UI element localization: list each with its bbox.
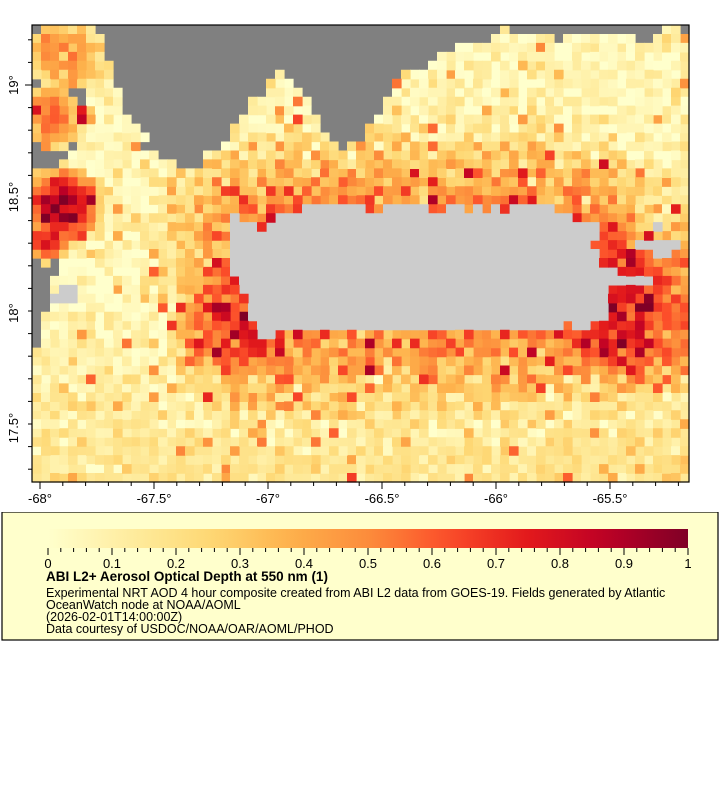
svg-text:18.5°: 18.5° [6,182,21,213]
svg-text:17.5°: 17.5° [6,413,21,444]
svg-text:19°: 19° [6,75,21,95]
svg-text:18°: 18° [6,303,21,323]
